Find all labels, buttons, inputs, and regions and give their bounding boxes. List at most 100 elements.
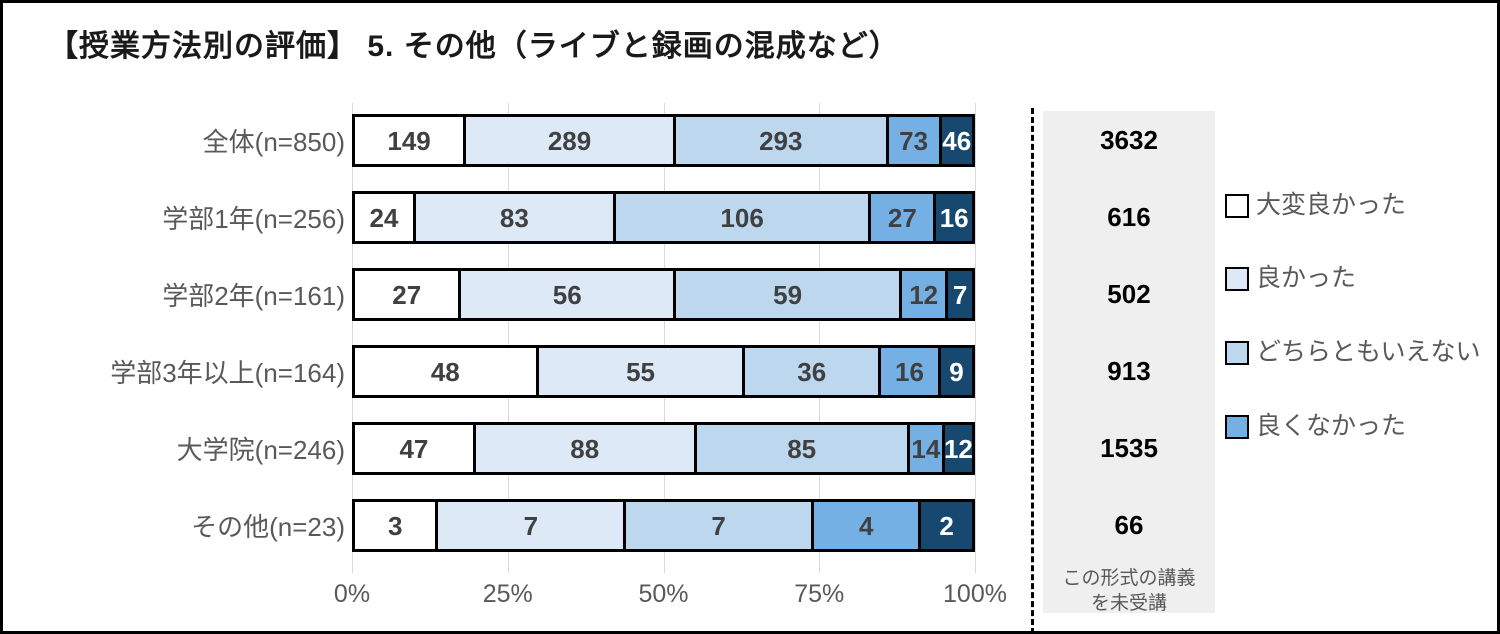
bar-segment: 12 bbox=[941, 425, 973, 472]
bar-segment: 149 bbox=[355, 117, 464, 164]
bar-track: 27 56 59 12 7 bbox=[352, 268, 975, 321]
bar-segment: 56 bbox=[458, 271, 674, 318]
bar-segment: 14 bbox=[906, 425, 942, 472]
bar-segment: 36 bbox=[742, 348, 878, 395]
bar-segment-value: 83 bbox=[499, 202, 529, 233]
legend-item: 良かった bbox=[1225, 262, 1488, 296]
bar-segment-value: 149 bbox=[387, 125, 431, 156]
x-tick-label: 75% bbox=[794, 580, 845, 608]
bar-segment: 289 bbox=[463, 117, 673, 164]
grid-line bbox=[663, 103, 665, 573]
bar-segment-value: 293 bbox=[759, 125, 803, 156]
legend-swatch-icon bbox=[1225, 194, 1249, 218]
bar-segment-value: 289 bbox=[547, 125, 592, 156]
bar-segment: 59 bbox=[673, 271, 900, 318]
bar-segment-value: 59 bbox=[773, 279, 803, 310]
bar-segment: 47 bbox=[355, 425, 473, 472]
bar-segment-value: 27 bbox=[392, 279, 422, 310]
legend-swatch-icon bbox=[1225, 267, 1249, 291]
legend-item: どちらともいえない bbox=[1225, 336, 1488, 370]
legend-swatch-icon bbox=[1225, 415, 1249, 439]
bar-segment-value: 2 bbox=[939, 510, 954, 541]
unattended-count: 502 bbox=[1107, 279, 1151, 309]
unattended-panel-caption-text: この形式の講義を未受講 bbox=[1062, 568, 1196, 615]
grid-line bbox=[819, 103, 821, 573]
x-tick-label: 50% bbox=[638, 580, 689, 608]
legend-item: 大変良かった bbox=[1225, 189, 1488, 223]
bar-segment: 73 bbox=[885, 117, 939, 164]
grid-line bbox=[975, 103, 976, 573]
bar-segment: 46 bbox=[938, 117, 972, 164]
unattended-count: 66 bbox=[1114, 510, 1144, 540]
bar-segment-value: 85 bbox=[787, 433, 817, 464]
bar-segment-value: 4 bbox=[858, 510, 874, 541]
bar-segment-value: 48 bbox=[430, 356, 460, 387]
bar-segment: 293 bbox=[672, 117, 886, 164]
chart-row: 学部3年以上(n=164) 48 55 36 16 9 bbox=[48, 333, 978, 410]
bar-track: 48 55 36 16 9 bbox=[352, 345, 975, 398]
bar-segment-value: 7 bbox=[523, 510, 539, 541]
chart-row: 学部2年(n=161) 27 56 59 12 7 bbox=[48, 256, 978, 333]
category-label: 学部2年(n=161) bbox=[162, 281, 345, 311]
bar-segment-value: 24 bbox=[369, 202, 399, 233]
bar-segment-value: 73 bbox=[899, 125, 929, 156]
bar-segment-value: 106 bbox=[720, 202, 764, 233]
bar-segment: 88 bbox=[472, 425, 694, 472]
bar-segment: 7 bbox=[623, 502, 812, 549]
bar-track: 47 88 85 14 12 bbox=[352, 422, 975, 475]
bar-segment-value: 9 bbox=[949, 356, 964, 387]
category-label: 学部1年(n=256) bbox=[162, 204, 345, 234]
bar-segment: 55 bbox=[535, 348, 743, 395]
bar-segment-value: 14 bbox=[911, 433, 941, 464]
category-label: その他(n=23) bbox=[191, 512, 345, 542]
bar-segment: 27 bbox=[868, 194, 934, 241]
x-tick-label: 100% bbox=[943, 580, 1007, 608]
x-axis: 0% 25% 50% 75% 100% bbox=[334, 580, 1007, 612]
chart-row: 大学院(n=246) 47 88 85 14 12 bbox=[48, 410, 978, 487]
category-label: 大学院(n=246) bbox=[176, 435, 345, 465]
chart-row: その他(n=23) 3 7 7 4 2 bbox=[48, 487, 978, 564]
bar-segment: 85 bbox=[693, 425, 907, 472]
bar-segment-value: 12 bbox=[909, 279, 939, 310]
bar-segment: 7 bbox=[945, 271, 972, 318]
bar-segment-value: 16 bbox=[939, 202, 969, 233]
bar-segment: 9 bbox=[938, 348, 972, 395]
category-label: 学部3年以上(n=164) bbox=[110, 358, 345, 388]
bar-segment-value: 16 bbox=[895, 356, 924, 387]
chart-title: 【授業方法別の評価】 5. その他（ライブと録画の混成など） bbox=[48, 30, 900, 63]
bar-segment: 2 bbox=[918, 502, 972, 549]
legend-label: 大変良かった bbox=[1256, 191, 1407, 219]
bar-segment: 7 bbox=[435, 502, 624, 549]
chart-row: 全体(n=850) 149 289 293 73 46 bbox=[48, 102, 978, 179]
bar-track: 24 83 106 27 16 bbox=[352, 191, 975, 244]
bar-segment: 24 bbox=[355, 194, 413, 241]
legend-swatch-icon bbox=[1225, 341, 1249, 365]
legend: 大変良かった 良かったどちらともいえない良くなかった bbox=[1225, 189, 1491, 469]
bar-track: 3 7 7 4 2 bbox=[352, 499, 975, 552]
grid-line bbox=[352, 103, 353, 573]
x-tick-label: 25% bbox=[482, 580, 533, 608]
unattended-count: 913 bbox=[1107, 356, 1151, 386]
bar-segment-value: 55 bbox=[626, 356, 655, 387]
category-label: 全体(n=850) bbox=[202, 127, 345, 157]
bar-segment-value: 7 bbox=[952, 279, 968, 310]
bar-segment-value: 3 bbox=[388, 510, 403, 541]
legend-label: 良かった bbox=[1256, 264, 1357, 292]
bar-segment-value: 47 bbox=[399, 433, 429, 464]
unattended-count: 616 bbox=[1107, 202, 1151, 232]
bar-segment: 27 bbox=[355, 271, 459, 318]
bar-segment: 3 bbox=[355, 502, 436, 549]
legend-label: 良くなかった bbox=[1256, 412, 1407, 440]
plot-gridlines bbox=[352, 103, 976, 573]
bar-rows: 全体(n=850) 149 289 293 73 46 学部1年(n=256) 24 83 106… bbox=[48, 102, 978, 564]
bar-segment-value: 88 bbox=[570, 433, 600, 464]
bar-segment: 16 bbox=[933, 194, 972, 241]
unattended-panel-caption: この形式の講義を未受講 bbox=[1043, 566, 1215, 616]
bar-track: 149 289 293 73 46 bbox=[352, 114, 975, 167]
unattended-count: 1535 bbox=[1100, 433, 1158, 463]
bar-segment: 4 bbox=[811, 502, 919, 549]
bar-segment: 48 bbox=[355, 348, 536, 395]
grid-line bbox=[507, 103, 509, 573]
bar-segment-value: 46 bbox=[942, 125, 972, 156]
